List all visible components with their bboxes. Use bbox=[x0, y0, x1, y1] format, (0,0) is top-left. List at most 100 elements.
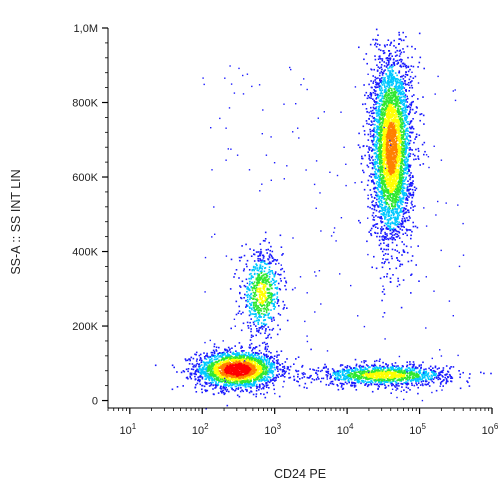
event-point bbox=[192, 365, 194, 368]
event-point bbox=[410, 237, 412, 240]
event-point bbox=[379, 358, 381, 361]
event-point bbox=[263, 363, 266, 365]
event-point bbox=[254, 364, 256, 366]
event-point bbox=[259, 243, 262, 245]
event-point bbox=[248, 354, 251, 357]
event-point bbox=[203, 356, 206, 358]
event-point bbox=[386, 59, 389, 62]
event-point bbox=[264, 240, 266, 242]
event-point bbox=[251, 287, 254, 289]
event-point bbox=[262, 295, 264, 298]
event-point bbox=[198, 376, 201, 378]
event-point bbox=[262, 366, 264, 368]
event-point bbox=[205, 358, 208, 360]
event-point bbox=[202, 371, 204, 373]
event-point bbox=[265, 323, 268, 326]
event-point bbox=[262, 361, 265, 363]
event-point bbox=[359, 378, 361, 380]
event-point bbox=[234, 370, 236, 372]
event-point bbox=[440, 381, 443, 383]
event-point bbox=[348, 368, 350, 371]
event-point bbox=[226, 361, 229, 363]
event-point bbox=[361, 375, 363, 378]
event-point bbox=[219, 370, 221, 372]
event-point bbox=[361, 369, 364, 371]
event-point bbox=[226, 379, 229, 382]
event-point bbox=[245, 360, 247, 363]
event-point bbox=[282, 253, 284, 255]
event-point bbox=[255, 303, 258, 305]
event-point bbox=[261, 312, 263, 315]
event-point bbox=[420, 364, 422, 366]
event-point bbox=[335, 374, 337, 376]
event-point bbox=[441, 375, 444, 377]
event-point bbox=[397, 368, 400, 371]
event-point bbox=[261, 259, 264, 261]
event-point bbox=[382, 377, 384, 380]
event-point bbox=[396, 385, 398, 387]
event-point bbox=[374, 367, 376, 369]
event-point bbox=[409, 361, 411, 363]
event-point bbox=[375, 45, 378, 48]
event-point bbox=[273, 279, 275, 282]
event-point bbox=[264, 380, 266, 382]
event-point bbox=[242, 361, 245, 363]
event-point bbox=[369, 229, 372, 232]
event-point bbox=[428, 375, 431, 378]
event-point bbox=[241, 382, 244, 385]
event-point bbox=[398, 34, 401, 36]
event-point bbox=[383, 157, 386, 160]
event-point bbox=[210, 370, 212, 373]
event-point bbox=[258, 371, 261, 374]
event-point bbox=[381, 372, 383, 374]
event-point bbox=[234, 364, 237, 366]
event-point bbox=[348, 380, 350, 383]
event-point bbox=[232, 351, 235, 354]
event-point bbox=[212, 370, 214, 372]
event-point bbox=[254, 295, 256, 298]
event-point bbox=[366, 381, 369, 383]
event-point bbox=[224, 370, 227, 373]
event-point bbox=[354, 367, 356, 370]
event-point bbox=[269, 262, 271, 265]
event-point bbox=[354, 379, 357, 381]
event-point bbox=[245, 306, 247, 308]
event-point bbox=[411, 371, 413, 373]
event-point bbox=[267, 258, 270, 261]
event-point bbox=[256, 367, 259, 369]
event-point bbox=[223, 384, 225, 387]
event-point bbox=[432, 369, 435, 372]
event-point bbox=[260, 294, 263, 296]
event-point bbox=[353, 374, 355, 376]
event-point bbox=[211, 360, 214, 362]
event-point bbox=[389, 366, 392, 369]
event-point bbox=[246, 265, 248, 268]
event-point bbox=[271, 295, 273, 298]
event-point bbox=[306, 387, 308, 389]
event-point bbox=[216, 374, 219, 376]
event-point bbox=[239, 390, 242, 393]
event-point bbox=[193, 372, 195, 375]
event-point bbox=[248, 363, 251, 366]
event-point bbox=[411, 367, 414, 370]
event-point bbox=[229, 366, 232, 369]
event-point bbox=[410, 372, 412, 374]
event-point bbox=[377, 385, 380, 387]
event-point bbox=[332, 369, 335, 372]
event-point bbox=[387, 364, 389, 366]
event-point bbox=[208, 378, 210, 380]
event-point bbox=[210, 368, 212, 370]
event-point bbox=[201, 391, 203, 394]
event-point bbox=[256, 319, 258, 322]
event-point bbox=[218, 374, 221, 377]
event-point bbox=[280, 273, 282, 276]
event-point bbox=[252, 268, 255, 271]
event-point bbox=[211, 374, 214, 377]
event-point bbox=[233, 383, 235, 386]
event-point bbox=[266, 365, 269, 367]
event-point bbox=[246, 376, 248, 379]
event-point bbox=[338, 370, 340, 373]
event-point bbox=[250, 328, 252, 330]
event-point bbox=[389, 381, 392, 384]
event-point bbox=[382, 375, 384, 377]
